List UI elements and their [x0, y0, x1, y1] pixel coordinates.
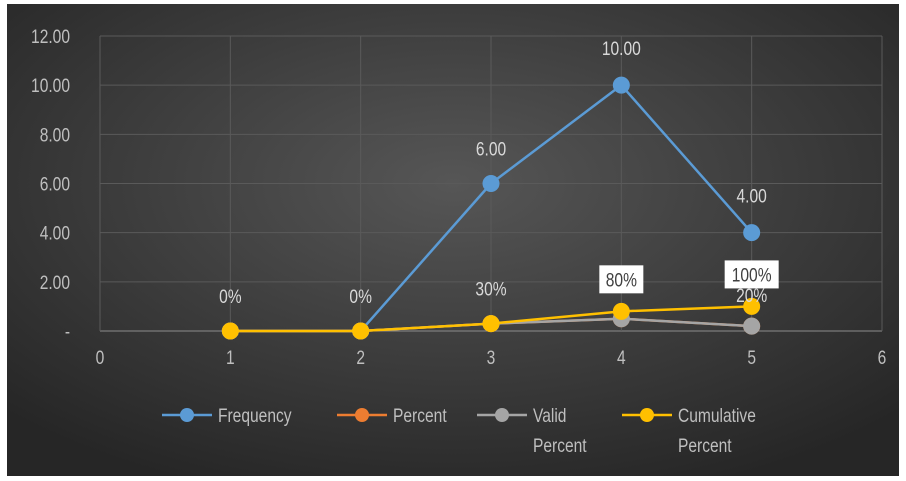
data-label-box [724, 260, 779, 289]
data-label: 80% [606, 269, 637, 291]
line-chart: - 2.00 4.00 6.00 8.00 10.00 12.00 0 1 2 3 4 5 6 6.00 1… [7, 4, 899, 476]
x-tick-label: 2 [356, 347, 365, 369]
data-point [221, 322, 239, 340]
x-tick-label: 5 [747, 347, 756, 369]
data-label: 30% [475, 278, 506, 300]
legend-label-line2: Percent [678, 435, 732, 457]
data-label: 20% [736, 285, 767, 307]
data-label: 4.00 [737, 185, 767, 207]
data-label: 10.00 [602, 38, 641, 60]
data-point [352, 322, 370, 340]
data-point [482, 175, 500, 192]
x-tick-label: 3 [487, 347, 496, 369]
data-label: 0% [219, 286, 242, 308]
data-point [743, 224, 761, 242]
y-tick-label: 2.00 [40, 271, 70, 293]
x-tick-label: 4 [617, 347, 626, 369]
data-label: 6.00 [476, 138, 506, 160]
legend-label: Valid [533, 405, 566, 427]
y-tick-label: 8.00 [40, 124, 70, 146]
y-tick-label: 6.00 [40, 173, 70, 195]
legend-label: Cumulative [678, 405, 756, 427]
y-tick-label: 4.00 [40, 222, 70, 244]
x-tick-label: 6 [878, 347, 887, 369]
data-label: 100% [732, 264, 772, 286]
legend-marker [495, 408, 509, 422]
legend-marker [355, 408, 369, 422]
legend-marker [180, 408, 194, 422]
legend-label: Frequency [218, 405, 292, 427]
data-point [743, 297, 761, 315]
data-point [612, 76, 630, 94]
x-tick-label: 0 [96, 347, 105, 369]
y-tick-label: - [65, 321, 70, 343]
legend-marker [640, 408, 654, 422]
chart-background [7, 4, 899, 476]
data-label-box [599, 265, 644, 294]
x-tick-label: 1 [226, 347, 235, 369]
legend-label-line2: Percent [533, 435, 587, 457]
data-point [482, 315, 500, 333]
data-label: 0% [349, 286, 372, 308]
y-tick-label: 10.00 [31, 75, 70, 97]
data-point [612, 302, 630, 320]
data-point [743, 317, 761, 335]
legend-label: Percent [393, 405, 447, 427]
chart-container: - 2.00 4.00 6.00 8.00 10.00 12.00 0 1 2 3 4 5 6 6.00 1… [7, 4, 899, 476]
y-tick-label: 12.00 [31, 26, 70, 48]
